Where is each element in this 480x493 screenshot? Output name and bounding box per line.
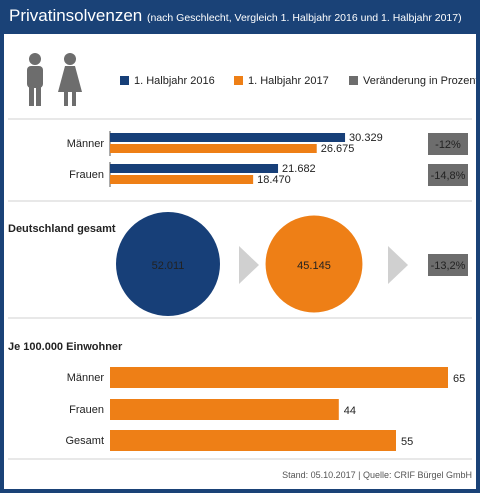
percap-category-label-1: Frauen xyxy=(69,404,104,416)
legend-label-2017: 1. Halbjahr 2017 xyxy=(248,75,329,87)
title-text: Privatinsolvenzen xyxy=(9,6,143,25)
total-bubble-chart: 52.011 45.145 -13,2% xyxy=(116,212,468,316)
female-person-icon xyxy=(58,53,82,106)
infographic-svg: 1. Halbjahr 2016 1. Halbjahr 2017 Veränd… xyxy=(8,53,476,480)
category-label-0: Männer xyxy=(67,138,105,150)
bar-1-0 xyxy=(110,164,279,173)
total-change-badge xyxy=(428,254,468,276)
bar-1-1 xyxy=(110,175,254,184)
chevron-right-icon xyxy=(388,246,408,284)
bubble-1 xyxy=(265,215,363,313)
percap-bar-1 xyxy=(110,399,339,420)
bubble-label-0: 52.011 xyxy=(152,260,185,272)
bubble-label-1: 45.145 xyxy=(297,260,331,272)
person-icons xyxy=(27,53,82,106)
page-subtitle: (nach Geschlecht, Vergleich 1. Halbjahr … xyxy=(146,12,462,24)
percap-value-label-1: 44 xyxy=(344,405,356,417)
change-label-1: -14,8% xyxy=(431,170,466,182)
per-capita-bar-chart: Männer 65 Frauen 44 Gesamt 55 xyxy=(65,367,465,451)
bar-0-1 xyxy=(110,144,317,153)
change-label-0: -12% xyxy=(435,139,461,151)
percap-bar-2 xyxy=(110,430,396,451)
legend-label-change: Veränderung in Prozent xyxy=(363,75,476,87)
percap-category-label-2: Gesamt xyxy=(65,435,104,447)
header-bar: Privatinsolvenzen (nach Geschlecht, Verg… xyxy=(0,0,480,34)
change-badge-1 xyxy=(428,164,468,186)
percap-value-label-2: 55 xyxy=(401,436,413,448)
legend-swatch-2017 xyxy=(234,76,243,85)
legend-swatch-change xyxy=(349,76,358,85)
bubble-0 xyxy=(116,212,220,316)
change-badge-0 xyxy=(428,133,468,155)
male-person-icon xyxy=(27,53,43,106)
value-label-1-0: 21.682 xyxy=(282,163,316,175)
category-label-1: Frauen xyxy=(69,169,104,181)
legend: 1. Halbjahr 2016 1. Halbjahr 2017 Veränd… xyxy=(120,75,476,87)
value-label-1-1: 18.470 xyxy=(257,174,291,186)
value-label-0-0: 30.329 xyxy=(349,132,383,144)
chevron-right-icon xyxy=(239,246,259,284)
percap-value-label-0: 65 xyxy=(453,373,465,385)
source-footer: Stand: 05.10.2017 | Quelle: CRIF Bürgel … xyxy=(282,470,472,480)
legend-swatch-2016 xyxy=(120,76,129,85)
total-title: Deutschland gesamt xyxy=(8,223,116,235)
content-panel: 1. Halbjahr 2016 1. Halbjahr 2017 Veränd… xyxy=(4,34,476,489)
percap-bar-0 xyxy=(110,367,448,388)
value-label-0-1: 26.675 xyxy=(321,143,355,155)
total-change-label: -13,2% xyxy=(431,260,466,272)
page-title: Privatinsolvenzen (nach Geschlecht, Verg… xyxy=(9,6,462,26)
percap-category-label-0: Männer xyxy=(67,372,105,384)
bar-0-0 xyxy=(110,133,346,142)
per-capita-title: Je 100.000 Einwohner xyxy=(8,341,123,353)
legend-label-2016: 1. Halbjahr 2016 xyxy=(134,75,215,87)
